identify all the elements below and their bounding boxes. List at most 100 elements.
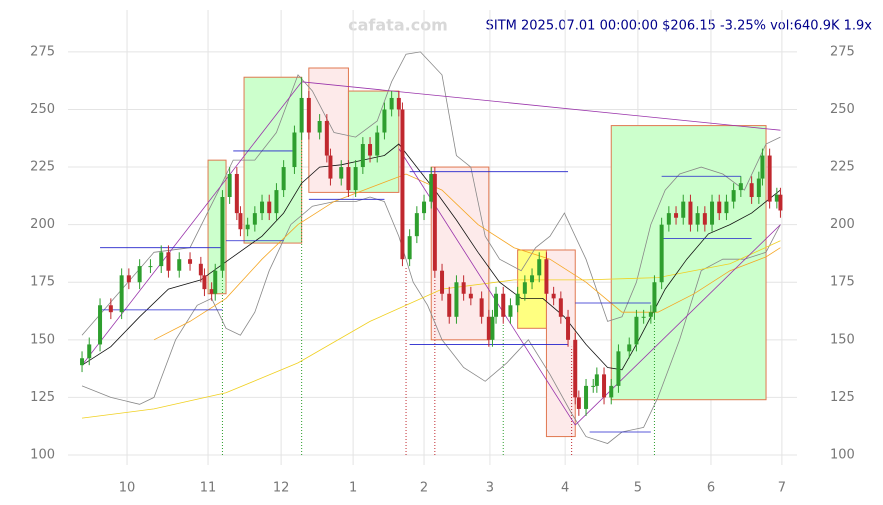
candle-body: [717, 201, 722, 214]
candle-body: [407, 236, 412, 260]
zone: [610, 125, 767, 401]
candle-body: [166, 252, 171, 271]
candle-body: [220, 197, 225, 271]
y-tick-label: 225: [30, 160, 55, 175]
candle-body: [440, 270, 445, 294]
candle-body: [400, 109, 405, 260]
candle-body: [576, 397, 581, 409]
trend-line: [301, 81, 781, 131]
zone: [517, 249, 547, 329]
candle-body: [688, 201, 693, 225]
candle-body: [710, 201, 715, 225]
candle-body: [454, 282, 459, 317]
candle-body: [202, 275, 207, 290]
candle-body: [490, 316, 495, 340]
candle-body: [396, 97, 401, 110]
candle-body: [724, 201, 729, 214]
candle-body: [486, 316, 491, 340]
candle-body: [227, 173, 232, 198]
candle-body: [299, 97, 304, 133]
candle-body: [98, 305, 103, 345]
candle-body: [566, 316, 571, 340]
candle-body: [414, 213, 419, 237]
candle-body: [213, 270, 218, 294]
candle-body: [177, 259, 182, 271]
candle-body: [422, 201, 427, 214]
x-tick-label: 1: [349, 481, 357, 496]
candle-body: [573, 339, 578, 398]
candle-body: [602, 374, 607, 398]
candle-body: [137, 266, 142, 283]
candle-body: [339, 167, 344, 179]
y-tick-label: 150: [30, 332, 55, 347]
candle-body: [738, 183, 743, 191]
candle-body: [198, 263, 203, 276]
candle-body: [756, 178, 761, 198]
candle-body: [188, 259, 193, 264]
candle-body: [252, 213, 257, 225]
candle-body: [501, 293, 506, 317]
y-tick-label: 250: [30, 102, 55, 117]
candle-body: [360, 144, 365, 168]
indicator-line: [81, 143, 781, 371]
chart-title: SITM 2025.07.01 00:00:00 $206.15 -3.25% …: [486, 19, 873, 34]
watermark: cafata.com: [348, 16, 448, 35]
candle-body: [382, 109, 387, 133]
candle-body: [652, 282, 657, 313]
candle-body: [389, 97, 394, 110]
candle-body: [281, 167, 286, 191]
candle-body: [479, 298, 484, 317]
x-tick-label: 12: [273, 481, 290, 496]
candle-body: [695, 213, 700, 225]
candle-body: [778, 194, 783, 211]
candle-body: [368, 144, 373, 156]
candle-body: [508, 305, 513, 317]
candle-body: [260, 201, 265, 214]
candle-body: [306, 97, 311, 133]
x-tick-label: 4: [561, 481, 569, 496]
candle-body: [702, 213, 707, 225]
x-tick-label: 11: [200, 481, 217, 496]
candle-body: [267, 201, 272, 214]
indicator-line: [81, 51, 781, 336]
candle-body: [494, 293, 499, 317]
y-tick-label: 100: [30, 448, 55, 463]
candle-body: [641, 316, 646, 318]
candle-body: [447, 293, 452, 317]
zone: [545, 249, 576, 438]
candle-body: [659, 224, 664, 283]
y-tick-label: 275: [30, 44, 55, 59]
candle-body: [666, 213, 671, 225]
candle-body: [530, 275, 535, 283]
candle-body: [126, 275, 131, 283]
indicator-line: [153, 173, 781, 341]
candle-body: [468, 293, 473, 299]
candle-body: [432, 173, 437, 271]
candle-body: [681, 201, 686, 218]
candle-body: [515, 293, 520, 306]
indicator-line: [81, 196, 781, 444]
y-tick-label-right: 175: [830, 275, 855, 290]
candle-body: [731, 190, 736, 202]
candle-body: [584, 385, 589, 409]
candle-body: [591, 385, 596, 387]
candle-body: [317, 120, 322, 133]
candle-body: [634, 316, 639, 345]
candle-body: [87, 344, 92, 359]
x-tick-label: 10: [119, 481, 136, 496]
candle-body: [749, 183, 754, 198]
candle-body: [522, 282, 527, 294]
trend-line: [81, 81, 302, 366]
candle-body: [767, 155, 772, 202]
y-tick-label-right: 200: [830, 217, 855, 232]
candle-body: [234, 173, 239, 214]
x-tick-label: 6: [707, 481, 715, 496]
y-tick-label-right: 125: [830, 390, 855, 405]
y-tick-label: 175: [30, 275, 55, 290]
candle-body: [760, 155, 765, 179]
y-tick-label-right: 250: [830, 102, 855, 117]
candle-body: [324, 120, 329, 156]
candle-body: [537, 259, 542, 276]
candle-body: [648, 312, 653, 317]
